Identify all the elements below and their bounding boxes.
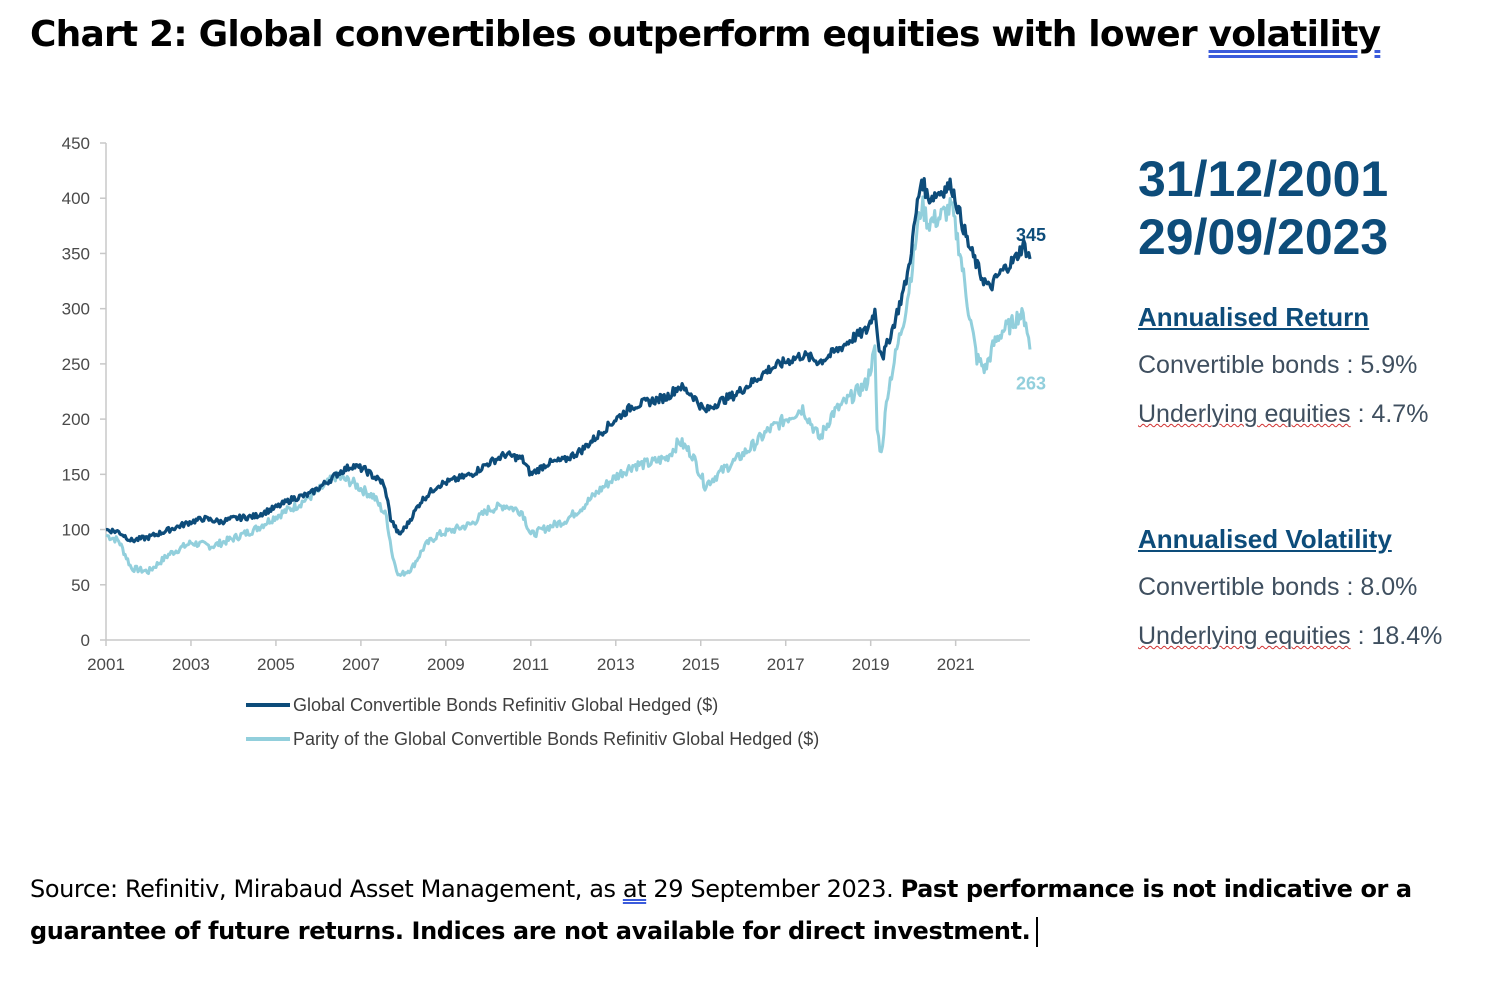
y-tick-label: 150 [62, 465, 90, 484]
volatility-underlying-equities: Underlying equities : 18.4% [1138, 622, 1498, 651]
source-note: Source: Refinitiv, Mirabaud Asset Manage… [30, 868, 1450, 952]
x-tick-label: 2009 [427, 655, 465, 674]
y-tick-label: 400 [62, 189, 90, 208]
y-tick-label: 0 [81, 631, 90, 650]
y-tick-label: 100 [62, 521, 90, 540]
return-eq-value: : 4.7% [1350, 400, 1429, 428]
title-text: Chart 2: Global convertibles outperform … [30, 14, 1209, 55]
volatility-heading: Annualised Volatility [1138, 524, 1392, 554]
line-chart: 0 50 100 150 200 250 300 350 400 450 2001 2003 2005 2… [62, 134, 1046, 749]
source-at: at [622, 875, 647, 903]
x-tick-label: 2007 [342, 655, 380, 674]
text-cursor [1036, 917, 1039, 947]
volatility-convertible-bonds: Convertible bonds : 8.0% [1138, 573, 1498, 602]
convertible-bonds-line [105, 177, 1032, 544]
y-tick-label: 200 [62, 410, 90, 429]
x-tick-label: 2015 [682, 655, 720, 674]
y-tick-label: 350 [62, 244, 90, 263]
x-tick-label: 2021 [937, 655, 975, 674]
return-eq-label: Underlying equities [1138, 400, 1351, 428]
legend-label: Global Convertible Bonds Refinitiv Globa… [293, 695, 718, 715]
x-tick-label: 2001 [87, 655, 125, 674]
return-underlying-equities: Underlying equities : 4.7% [1138, 400, 1498, 429]
y-tick-label: 450 [62, 134, 90, 153]
series-lines: 345 263 [105, 177, 1046, 577]
y-tick-label: 50 [71, 576, 90, 595]
x-tick-label: 2003 [172, 655, 210, 674]
x-tick-label: 2019 [852, 655, 890, 674]
x-tick-label: 2011 [513, 655, 550, 674]
convertible-bonds-end-label: 345 [1016, 225, 1046, 245]
source-date: 29 September 2023. [646, 875, 901, 903]
x-tick-label: 2013 [597, 655, 635, 674]
legend: Global Convertible Bonds Refinitiv Globa… [246, 695, 819, 749]
return-cb-value: : 5.9% [1339, 351, 1418, 379]
vol-cb-value: : 8.0% [1339, 573, 1418, 601]
return-heading: Annualised Return [1138, 302, 1370, 332]
chart-title: Chart 2: Global convertibles outperform … [30, 14, 1382, 55]
vol-eq-value: : 18.4% [1350, 622, 1443, 650]
axes: 0 50 100 150 200 250 300 350 400 450 2001 2003 2005 2… [62, 134, 1030, 674]
parity-line [105, 195, 1032, 577]
return-cb-label: Convertible bonds [1138, 351, 1340, 379]
legend-label: Parity of the Global Convertible Bonds R… [293, 729, 819, 749]
y-tick-label: 300 [62, 300, 90, 319]
title-underlined-word: volatility [1208, 14, 1382, 55]
stats-panel: 31/12/2001 29/09/2023 Annualised Return … [1138, 150, 1498, 651]
date-start: 31/12/2001 [1138, 151, 1389, 207]
x-tick-label: 2005 [257, 655, 295, 674]
vol-cb-label: Convertible bonds [1138, 573, 1340, 601]
parity-end-label: 263 [1016, 374, 1046, 394]
x-tick-label: 2017 [767, 655, 805, 674]
source-text: Source: Refinitiv, Mirabaud Asset Manage… [30, 875, 623, 903]
date-end: 29/09/2023 [1138, 209, 1389, 265]
y-tick-label: 250 [62, 355, 90, 374]
return-convertible-bonds: Convertible bonds : 5.9% [1138, 351, 1498, 380]
vol-eq-label: Underlying equities [1138, 622, 1351, 650]
disclaimer: Past performance is not indicative or a … [30, 875, 1412, 945]
